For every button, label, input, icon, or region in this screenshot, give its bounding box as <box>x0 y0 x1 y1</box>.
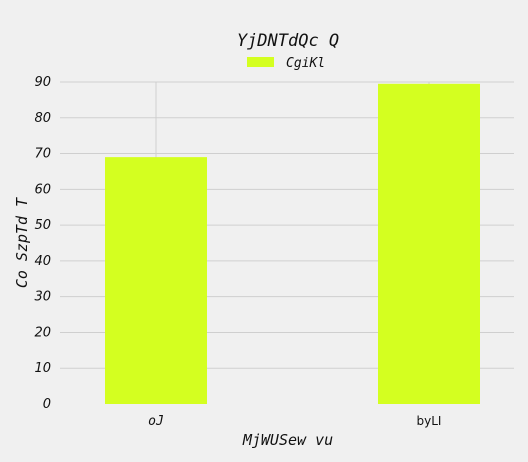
x-tick-label: byLI <box>417 414 442 428</box>
y-tick-label: 50 <box>34 218 51 233</box>
x-tick-labels: oJ byLI <box>148 414 441 429</box>
y-tick-label: 70 <box>34 147 51 162</box>
y-tick-label: 60 <box>34 182 51 197</box>
y-tick-labels: 0 10 20 30 40 50 60 70 80 90 <box>34 75 51 412</box>
y-tick-label: 20 <box>34 325 51 340</box>
y-tick-label: 40 <box>34 254 51 269</box>
y-tick-label: 80 <box>34 111 51 126</box>
y-tick-label: 0 <box>43 397 51 412</box>
y-tick-label: 10 <box>34 361 51 376</box>
bar-oJ <box>105 157 207 404</box>
legend-swatch <box>247 57 274 67</box>
plot-area: 0 10 20 30 40 50 60 70 80 90 oJ byLI <box>34 75 514 429</box>
x-axis-label: MjWUSew vu <box>242 431 333 449</box>
y-tick-label: 90 <box>34 75 51 90</box>
x-tick-label: oJ <box>148 414 164 429</box>
legend: CgiKl <box>247 56 325 71</box>
bar-byLI <box>378 83 480 405</box>
bars <box>105 83 480 405</box>
legend-label: CgiKl <box>286 56 325 71</box>
y-tick-label: 30 <box>34 290 51 305</box>
y-axis-label: Co SzpTd T <box>13 197 31 288</box>
chart-title: YjDNTdQc Q <box>237 31 339 51</box>
